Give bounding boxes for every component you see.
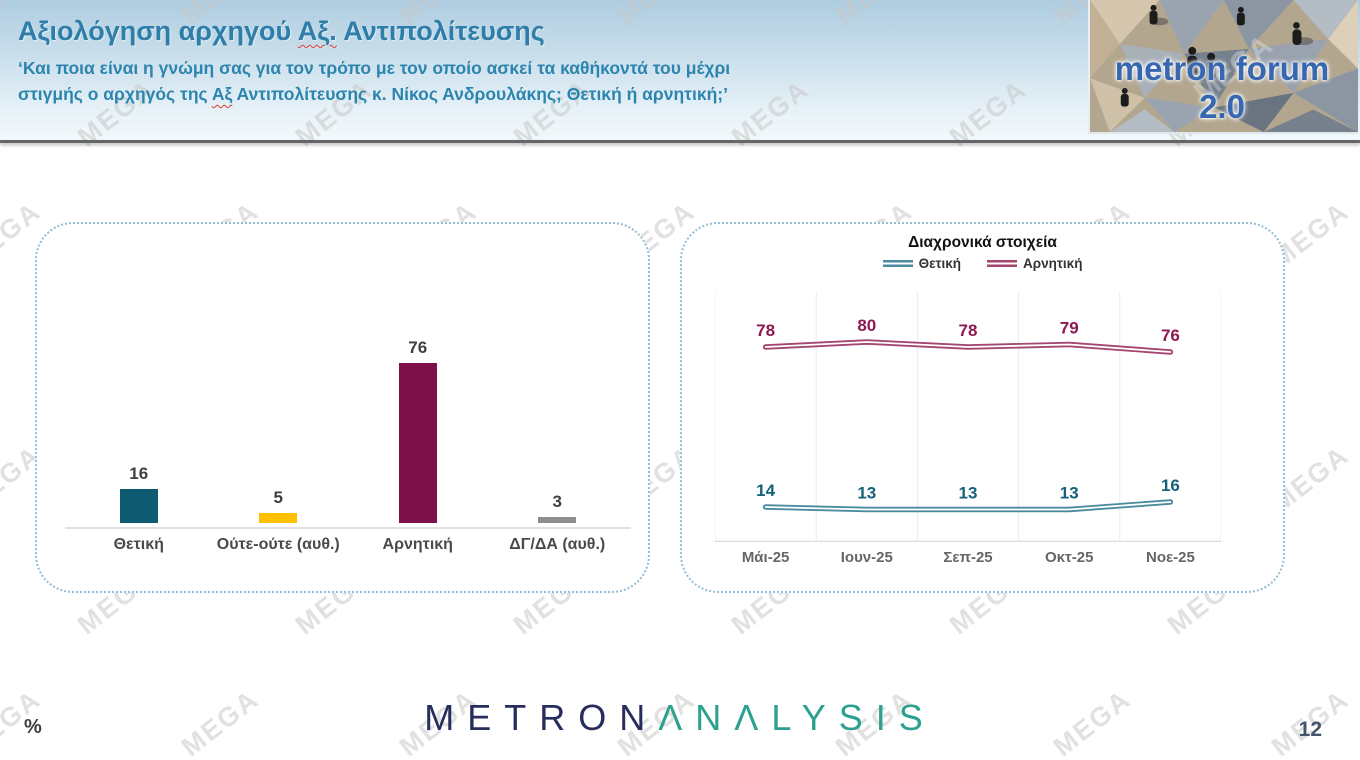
line-chart-x-labels: Μάι-25 Ιουν-25 Σεπ-25 Οκτ-25 Νοε-25: [715, 549, 1221, 566]
metron-analysis-brand: METRONΛNΛLYSIS: [0, 697, 1360, 739]
brand-analysis: ΛNΛLYSIS: [658, 697, 936, 738]
bar-value-label: 5: [273, 487, 283, 507]
data-point-label: 13: [1060, 484, 1079, 503]
data-point-label: 79: [1060, 319, 1079, 338]
bar-category-label: Θετική: [113, 536, 164, 553]
line-chart-title: Διαχρονικά στοιχεία: [908, 234, 1057, 251]
page-number: 12: [1298, 718, 1322, 741]
unit-percent-label: %: [24, 716, 42, 738]
series-line-highlight: [764, 501, 1172, 511]
bar-value-label: 16: [129, 464, 149, 484]
x-axis-label: Νοε-25: [1146, 549, 1195, 566]
logo-caption: metron forum 2.0: [1114, 50, 1330, 125]
plaza-photo-graphic: MEGA: [1090, 0, 1358, 132]
data-point-label: 78: [756, 321, 775, 340]
bar-column: 16: [69, 464, 209, 523]
data-point-label: 78: [959, 321, 978, 340]
bar-column: 5: [209, 487, 349, 523]
subtitle-line-2: στιγμής ο αρχηγός της Αξ Αντιπολίτευσης …: [18, 81, 1068, 107]
data-point-label: 16: [1161, 476, 1180, 495]
legend-item: Αρνητική: [987, 256, 1082, 271]
bar-chart: 16 5 76 3: [69, 261, 627, 523]
bar-category-label: ΔΓ/ΔΑ (αυθ.): [509, 536, 606, 553]
bar-chart-card: 16 5 76 3 Θετική Ούτε-ούτε (αυθ.) Αρνητική ΔΓ/…: [35, 222, 650, 593]
line-chart-card: Διαχρονικά στοιχεία Θετική Αρνητική 14 13 1…: [680, 222, 1285, 593]
brand-metron: METRON: [424, 697, 659, 738]
subtitle-line-1: ‘Και ποια είναι η γνώμη σας για τον τρόπ…: [18, 58, 731, 78]
page-title-spellcheck: Αξ.: [297, 16, 337, 46]
bar-category-label: Αρνητική: [382, 536, 453, 553]
bar-column: 76: [348, 338, 488, 523]
page-title: Αξιολόγηση αρχηγού Αξ. Αντιπολίτευσης: [18, 16, 1068, 47]
page-title-pre: Αξιολόγηση αρχηγού: [18, 16, 298, 46]
series-line-highlight: [764, 341, 1172, 353]
subtitle-line-2-post: Αντιπολίτευσης κ. Νίκος Ανδρουλάκης; Θετ…: [232, 84, 728, 104]
x-axis-label: Ιουν-25: [840, 549, 893, 566]
header-divider: [0, 140, 1360, 143]
line-chart-legend: Θετική Αρνητική: [682, 256, 1283, 271]
bar-category-label: Ούτε-ούτε (αυθ.): [216, 536, 340, 553]
metron-forum-logo: MEGA metron forum 2.0: [1088, 0, 1358, 134]
bar: [398, 363, 437, 523]
bar-value-label: 76: [408, 338, 428, 358]
legend-line-swatch: [882, 260, 913, 267]
bar: [119, 489, 158, 523]
legend-label: Αρνητική: [1023, 256, 1083, 271]
bar-column: 3: [488, 492, 628, 523]
data-point-label: 13: [959, 484, 978, 503]
page-title-post: Αντιπολίτευσης: [336, 16, 545, 46]
bar: [259, 512, 298, 523]
subtitle-line-2-pre: στιγμής ο αρχηγός της: [18, 84, 212, 104]
legend-line-swatch: [987, 260, 1018, 267]
legend-item: Θετική: [882, 256, 962, 271]
data-point-label: 76: [1161, 326, 1180, 345]
x-axis-label: Μάι-25: [741, 549, 790, 566]
subtitle-spellcheck: Αξ: [211, 84, 233, 104]
data-point-label: 13: [857, 484, 876, 503]
line-chart-plot: 14 13 13 13 16 78 80 78 79 76: [715, 292, 1221, 542]
data-point-label: 14: [756, 481, 775, 500]
legend-label: Θετική: [918, 256, 962, 271]
bar: [538, 516, 577, 523]
bar-value-label: 3: [552, 491, 562, 511]
bar-chart-axis-line: [65, 527, 631, 529]
bar-chart-category-labels: Θετική Ούτε-ούτε (αυθ.) Αρνητική ΔΓ/ΔΑ (αυθ…: [69, 536, 627, 554]
people-silhouettes: [1120, 4, 1314, 107]
x-axis-label: Σεπ-25: [943, 549, 993, 566]
data-point-label: 80: [857, 316, 876, 335]
x-axis-label: Οκτ-25: [1045, 549, 1094, 566]
header: Αξιολόγηση αρχηγού Αξ. Αντιπολίτευσης ‘Κ…: [18, 16, 1068, 107]
